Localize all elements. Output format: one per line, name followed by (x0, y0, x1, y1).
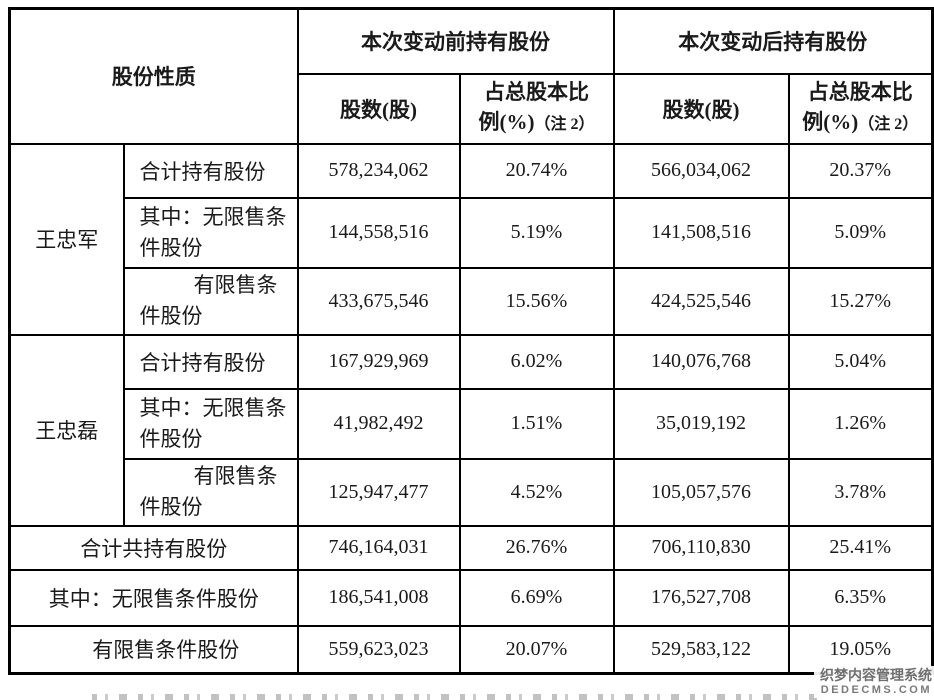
after-shares-cell: 141,508,516 (612, 196, 790, 269)
after-shares-cell: 140,076,768 (612, 333, 790, 390)
header-after-ratio: 占总股本比 例(%)（注 2） (787, 72, 934, 145)
before-ratio-cell: 1.51% (458, 387, 615, 460)
header-ratio-line2: 例(%)（注 2） (802, 110, 919, 134)
before-ratio-cell: 4.52% (458, 457, 615, 527)
before-ratio-cell: 20.74% (458, 142, 615, 199)
shareholding-table: 股份性质 本次变动前持有股份 本次变动后持有股份 股数(股) 占总股本比 例(%… (8, 7, 934, 675)
total-label-cell: 有限售条件股份 (8, 624, 299, 675)
clipped-footnote-fragment (92, 694, 818, 700)
table-row: 王忠磊 合计持有股份 167,929,969 6.02% 140,076,768… (8, 333, 934, 527)
after-shares-cell: 424,525,546 (612, 266, 790, 336)
header-ratio-note: （注 2） (858, 116, 919, 133)
before-ratio-cell: 5.19% (458, 196, 615, 269)
after-shares-cell: 706,110,830 (612, 524, 790, 571)
after-ratio-cell: 1.26% (787, 387, 934, 460)
before-shares-cell: 144,558,516 (296, 196, 461, 269)
before-ratio-cell: 26.76% (458, 524, 615, 571)
table-row: 其中：无限售条 件股份 144,558,516 5.19% 141,508,51… (10, 196, 934, 269)
owner-cell: 王忠磊 (8, 333, 125, 527)
header-after-shares: 股数(股) (612, 72, 790, 145)
total-label-cell: 其中：无限售条件股份 (8, 568, 299, 627)
header-share-nature: 股份性质 (8, 7, 299, 145)
after-shares-cell: 176,527,708 (612, 568, 790, 627)
before-shares-cell: 186,541,008 (296, 568, 461, 627)
share-type-cell: 合计持有股份 (122, 333, 299, 390)
dedecms-watermark: 织梦内容管理系统 DEDECMS.COM (814, 666, 934, 698)
after-ratio-cell: 5.09% (787, 196, 934, 269)
table-row: 有限售条 件股份 125,947,477 4.52% 105,057,576 3… (10, 457, 934, 527)
owner-cell: 王忠军 (8, 142, 125, 336)
before-shares-cell: 746,164,031 (296, 524, 461, 571)
before-shares-cell: 167,929,969 (296, 333, 461, 390)
before-shares-cell: 41,982,492 (296, 387, 461, 460)
before-ratio-cell: 6.02% (458, 333, 615, 390)
after-shares-cell: 35,019,192 (612, 387, 790, 460)
after-shares-cell: 529,583,122 (612, 624, 790, 675)
total-label-cell: 合计共持有股份 (8, 524, 299, 571)
after-ratio-cell: 6.35% (787, 568, 934, 627)
after-ratio-cell: 20.37% (787, 142, 934, 199)
after-shares-cell: 105,057,576 (612, 457, 790, 527)
table-row: 其中：无限售条件股份 186,541,008 6.69% 176,527,708… (8, 568, 934, 627)
share-type-cell: 有限售条 件股份 (122, 266, 299, 336)
share-type-cell: 其中：无限售条 件股份 (122, 387, 299, 460)
table-row: 其中：无限售条 件股份 41,982,492 1.51% 35,019,192 … (10, 387, 934, 460)
table-row: 合计共持有股份 746,164,031 26.76% 706,110,830 2… (8, 524, 934, 571)
after-ratio-cell: 25.41% (787, 524, 934, 571)
after-ratio-cell: 3.78% (787, 457, 934, 527)
header-after-change: 本次变动后持有股份 (612, 7, 934, 75)
watermark-line2: DEDECMS.COM (820, 684, 932, 696)
table-row: 王忠军 合计持有股份 578,234,062 20.74% 566,034,06… (8, 142, 934, 336)
share-type-cell: 其中：无限售条 件股份 (122, 196, 299, 269)
before-ratio-cell: 20.07% (458, 624, 615, 675)
after-ratio-cell: 15.27% (787, 266, 934, 336)
header-ratio-line1: 占总股本比 (484, 80, 589, 104)
share-type-cell: 合计持有股份 (122, 142, 299, 199)
header-before-ratio: 占总股本比 例(%)（注 2） (458, 72, 615, 145)
table-row: 有限售条 件股份 433,675,546 15.56% 424,525,546 … (10, 266, 934, 336)
header-ratio-line2: 例(%)（注 2） (478, 110, 595, 134)
watermark-line1: 织梦内容管理系统 (820, 667, 932, 683)
before-shares-cell: 559,623,023 (296, 624, 461, 675)
before-ratio-cell: 6.69% (458, 568, 615, 627)
share-type-cell: 有限售条 件股份 (122, 457, 299, 527)
after-ratio-cell: 5.04% (787, 333, 934, 390)
before-shares-cell: 125,947,477 (296, 457, 461, 527)
before-shares-cell: 433,675,546 (296, 266, 461, 336)
after-shares-cell: 566,034,062 (612, 142, 790, 199)
before-shares-cell: 578,234,062 (296, 142, 461, 199)
header-ratio-line1: 占总股本比 (807, 80, 913, 104)
table-row: 有限售条件股份 559,623,023 20.07% 529,583,122 1… (8, 624, 934, 675)
header-before-shares: 股数(股) (296, 72, 461, 145)
before-ratio-cell: 15.56% (458, 266, 615, 336)
header-before-change: 本次变动前持有股份 (296, 7, 615, 75)
header-ratio-note: （注 2） (534, 116, 595, 133)
